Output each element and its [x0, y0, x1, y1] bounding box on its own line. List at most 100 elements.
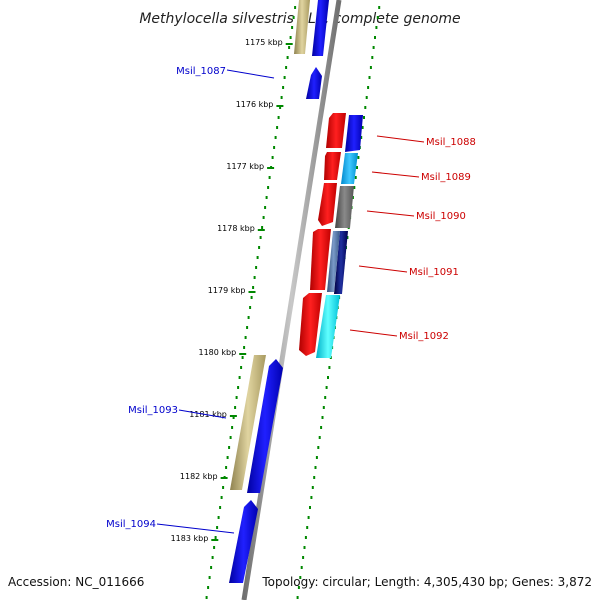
ruler-dot: [211, 556, 214, 559]
ruler-dot: [225, 466, 228, 469]
ruler-dot: [276, 126, 279, 129]
ruler-dot: [363, 116, 365, 119]
cds-msil-1087: [306, 67, 322, 99]
ruler-dot: [219, 506, 222, 509]
ruler-dot: [289, 36, 292, 39]
ruler-dot: [367, 86, 370, 89]
tick-label: 1182 kbp: [180, 472, 218, 481]
ruler-dot: [243, 346, 246, 349]
label-msil-1089[interactable]: Msil_1089: [421, 172, 471, 183]
ruler-dot: [322, 406, 325, 409]
ruler-dot: [222, 486, 225, 489]
ruler-dot: [286, 56, 289, 59]
label-msil-1092[interactable]: Msil_1092: [399, 331, 449, 342]
ruler-dot: [261, 226, 264, 229]
ruler-dot: [264, 206, 267, 209]
ruler-dot: [280, 96, 283, 99]
ruler-dot: [246, 326, 249, 329]
ruler-dot: [271, 156, 274, 159]
cds-red-4: [310, 229, 331, 290]
accession-text: Accession: NC_011666: [8, 575, 144, 589]
ruler-dot: [361, 126, 364, 129]
label-msil-1094[interactable]: Msil_1094: [106, 519, 156, 530]
ruler-dot: [237, 386, 240, 389]
ruler-dot: [258, 246, 261, 249]
ruler-dot: [214, 536, 217, 539]
ruler-dot: [306, 526, 309, 529]
label-msil-1093[interactable]: Msil_1093: [128, 405, 178, 416]
ruler-dot: [360, 136, 363, 139]
ruler-dot: [320, 426, 323, 429]
label-msil-1090[interactable]: Msil_1090: [416, 211, 466, 222]
tick-label: 1183 kbp: [171, 534, 209, 543]
ruler-dot: [259, 236, 262, 239]
cds-msil-1088: [345, 115, 363, 152]
ruler-dot: [317, 446, 320, 449]
ruler-dot: [231, 426, 234, 429]
ruler-dot: [315, 456, 318, 459]
cds-msil-1090: [335, 186, 354, 228]
ruler-dot: [310, 496, 313, 499]
tick-label: 1178 kbp: [217, 224, 255, 233]
ruler-dot: [376, 16, 379, 19]
ruler-dot: [364, 106, 367, 109]
ruler-dot: [324, 396, 327, 399]
ruler-dot: [368, 76, 371, 79]
ruler-dot: [321, 416, 324, 419]
ruler-dot: [378, 6, 381, 9]
ruler-dot: [372, 46, 375, 49]
gene-labels: Msil_1087 Msil_1093 Msil_1094 Msil_1088 …: [106, 66, 476, 534]
ruler-dot: [253, 276, 256, 279]
ruler-dot: [249, 306, 252, 309]
ruler-dot: [244, 336, 247, 339]
ruler-dot: [282, 86, 285, 89]
ruler-dot: [375, 26, 378, 29]
ruler-dot: [285, 66, 288, 69]
ruler-dot: [228, 446, 231, 449]
topology-text: Topology: circular; Length: 4,305,430 bp…: [261, 575, 592, 589]
label-msil-1088[interactable]: Msil_1088: [426, 137, 476, 148]
leader-msil-1090: [366, 210, 415, 217]
ruler-dot: [307, 516, 310, 519]
ruler-dot: [318, 436, 321, 439]
tick-label: 1176 kbp: [236, 100, 274, 109]
ruler-dot: [311, 486, 314, 489]
tick-label: 1179 kbp: [208, 286, 246, 295]
ruler-dot: [294, 6, 297, 9]
label-msil-1091[interactable]: Msil_1091: [409, 267, 459, 278]
cds-msil-1092: [316, 295, 340, 358]
ruler-dot: [365, 96, 368, 99]
ruler-dot: [262, 216, 265, 219]
ruler-dot: [267, 186, 270, 189]
ruler-dot: [210, 566, 213, 569]
ruler-dot: [346, 236, 349, 239]
ruler-dot: [356, 166, 358, 169]
ruler-dot: [369, 66, 372, 69]
ruler-dot: [274, 136, 277, 139]
ruler-dot: [291, 26, 294, 29]
ruler-dot: [229, 436, 232, 439]
ruler-dot: [216, 526, 219, 529]
ruler-dot: [325, 386, 328, 389]
ruler-dot: [302, 556, 305, 559]
ruler-dot: [354, 176, 357, 179]
ruler-dot: [256, 256, 259, 259]
cds-red-5: [299, 293, 322, 356]
label-msil-1087[interactable]: Msil_1087: [176, 66, 226, 77]
ruler-dot: [303, 546, 306, 549]
ruler-dot: [232, 416, 235, 419]
cds-msil-1091-a: [327, 231, 340, 292]
ruler-dots: [205, 6, 381, 599]
ruler-dot: [252, 286, 255, 289]
leader-msil-1089: [371, 171, 420, 178]
ruler-dot: [279, 106, 282, 109]
ruler-dot: [241, 356, 244, 359]
ruler-dot: [297, 586, 300, 589]
ruler-dot: [234, 406, 237, 409]
cds-red-1: [326, 113, 346, 148]
ruler-dot: [208, 576, 211, 579]
ruler-dot: [220, 496, 223, 499]
ruler-dot: [314, 466, 317, 469]
ruler-dot: [357, 156, 360, 159]
